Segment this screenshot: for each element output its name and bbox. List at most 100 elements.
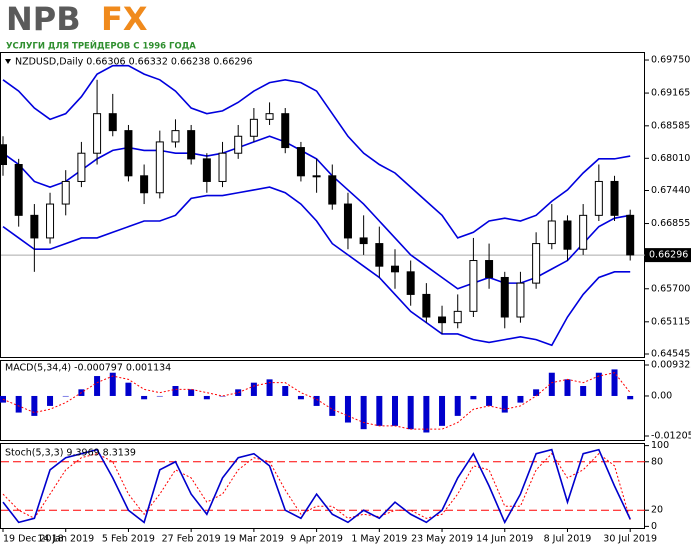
candle-body bbox=[532, 243, 541, 284]
macd-bar bbox=[109, 372, 116, 396]
macd-bar bbox=[627, 395, 634, 400]
y-tick-label: 0.68010 bbox=[651, 153, 690, 164]
macd-bar bbox=[47, 395, 54, 406]
macd-bar bbox=[250, 382, 257, 396]
macd-bar bbox=[297, 395, 304, 400]
stoch-title: Stoch(5,3,3) 9.3969 8.3139 bbox=[5, 448, 136, 459]
macd-bar bbox=[423, 395, 430, 433]
candle-body bbox=[202, 158, 211, 182]
logo-right: FX bbox=[101, 0, 148, 38]
x-tick-label: 14 Jan 2019 bbox=[37, 534, 94, 545]
candle-body bbox=[563, 220, 572, 250]
macd-bar bbox=[62, 395, 69, 397]
macd-bar bbox=[501, 395, 508, 413]
symbol-icon bbox=[5, 59, 11, 64]
macd-bar bbox=[360, 395, 367, 430]
chart-title: NZDUSD,Daily 0.66306 0.66332 0.66238 0.6… bbox=[15, 57, 253, 68]
y-tick-label: 0.69165 bbox=[651, 88, 690, 99]
x-tick-label: 30 Jul 2019 bbox=[603, 534, 657, 545]
candle-body bbox=[108, 113, 117, 132]
candle-body bbox=[626, 214, 635, 256]
macd-bar bbox=[439, 395, 446, 426]
macd-bar bbox=[454, 395, 461, 416]
indicator-line bbox=[2, 372, 631, 430]
candle-body bbox=[406, 271, 415, 295]
macd-bar bbox=[125, 382, 132, 396]
macd-bar bbox=[235, 389, 242, 396]
y-tick-label: 0.009322 bbox=[651, 360, 691, 371]
x-tick-label: 27 Feb 2019 bbox=[162, 534, 221, 545]
candle-body bbox=[375, 243, 384, 267]
x-tick-label: 19 Dec 2018 bbox=[3, 534, 64, 545]
macd-bar bbox=[266, 379, 273, 396]
candle-body bbox=[359, 237, 368, 245]
x-tick-label: 14 Jun 2019 bbox=[476, 534, 533, 545]
indicator-line bbox=[2, 64, 631, 239]
y-tick-label: 20 bbox=[651, 505, 663, 516]
candle-body bbox=[485, 260, 494, 278]
candle-body bbox=[77, 152, 86, 182]
y-tick-label: 0.64545 bbox=[651, 349, 690, 360]
y-tick-label: 0.66855 bbox=[651, 218, 690, 229]
macd-bar bbox=[31, 395, 38, 416]
macd-bar bbox=[344, 395, 351, 423]
candle-body bbox=[296, 147, 305, 177]
candle-body bbox=[343, 203, 352, 239]
macd-bar bbox=[156, 395, 163, 397]
x-tick-label: 9 Apr 2019 bbox=[290, 534, 343, 545]
logo-box bbox=[0, 0, 170, 52]
x-tick-label: 5 Feb 2019 bbox=[102, 534, 155, 545]
candle-body bbox=[187, 130, 196, 160]
indicator-line bbox=[2, 452, 631, 521]
candle-body bbox=[500, 276, 509, 318]
main-panel bbox=[0, 52, 645, 358]
candle-body bbox=[93, 113, 102, 154]
macd-bar bbox=[313, 395, 320, 406]
candle-body bbox=[438, 316, 447, 324]
candle-body bbox=[281, 113, 290, 149]
macd-bar bbox=[376, 395, 383, 426]
candle-body bbox=[30, 214, 39, 239]
candle-body bbox=[155, 141, 164, 194]
macd-bar bbox=[0, 395, 6, 403]
candle-body bbox=[171, 130, 180, 143]
candle-body bbox=[469, 260, 478, 312]
macd-bar bbox=[611, 369, 618, 396]
macd-bar bbox=[533, 389, 540, 396]
candle-body bbox=[218, 152, 227, 182]
macd-bar bbox=[407, 395, 414, 430]
candle-body bbox=[46, 203, 55, 239]
x-tick-label: 1 May 2019 bbox=[351, 534, 407, 545]
indicator-line bbox=[2, 448, 631, 525]
candle-body bbox=[547, 220, 556, 245]
macd-bar bbox=[564, 379, 571, 396]
y-tick-label: 0.65700 bbox=[651, 283, 690, 294]
panel-frames bbox=[0, 52, 645, 529]
macd-bar bbox=[141, 395, 148, 400]
y-tick-label: -0.012053 bbox=[651, 430, 691, 441]
candle-body bbox=[140, 175, 149, 194]
y-tick-label: 0.65115 bbox=[651, 316, 690, 327]
indicator-line bbox=[2, 186, 631, 347]
x-tick-label: 23 May 2019 bbox=[411, 534, 473, 545]
macd-bar bbox=[580, 386, 587, 396]
y-tick-label: 0.69750 bbox=[651, 55, 690, 66]
macd-bar bbox=[94, 376, 101, 396]
y-tick-label: 0 bbox=[651, 521, 657, 532]
candle-body bbox=[579, 214, 588, 250]
stoch-panel bbox=[0, 443, 645, 529]
candle-body bbox=[0, 144, 7, 166]
candle-body bbox=[312, 175, 321, 178]
macd-bar bbox=[329, 395, 336, 416]
macd-bar bbox=[282, 386, 289, 396]
candle-body bbox=[422, 293, 431, 318]
y-tick-label: 0.00 bbox=[651, 390, 672, 401]
indicator-line bbox=[2, 135, 631, 290]
candle-body bbox=[610, 180, 619, 216]
macd-bar bbox=[15, 395, 22, 413]
logo-left: NPB bbox=[6, 0, 81, 38]
candle-body bbox=[391, 265, 399, 273]
candle-body bbox=[453, 310, 462, 324]
